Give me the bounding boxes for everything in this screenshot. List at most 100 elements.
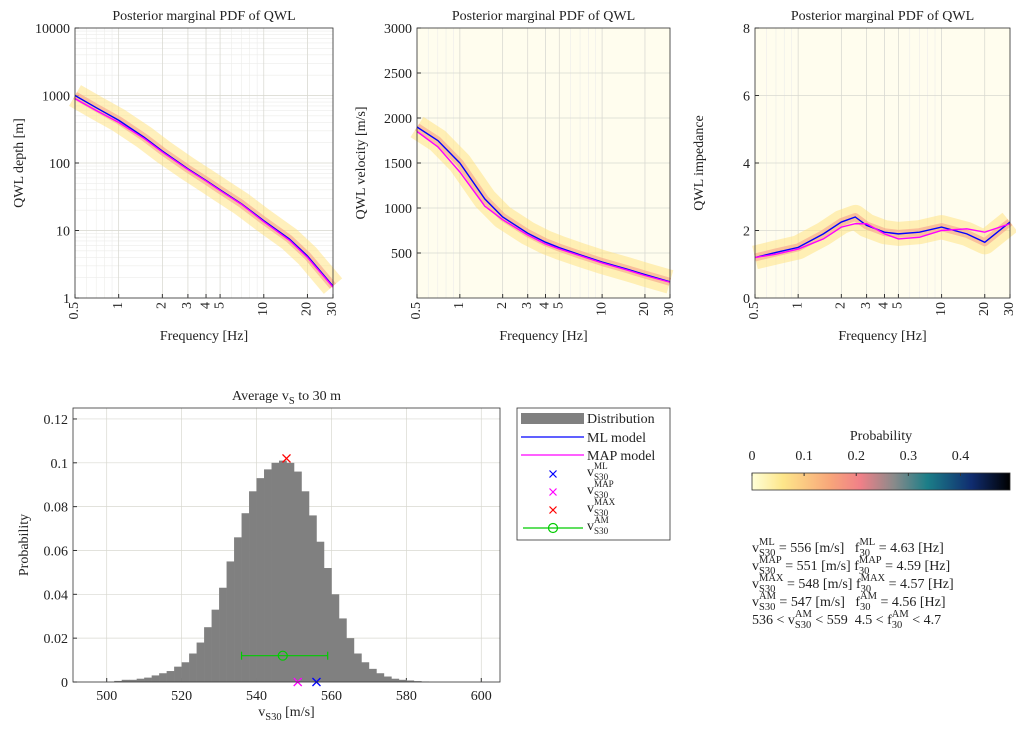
colorbar-tick-label: 0	[749, 449, 756, 464]
text-part: = 4.59 [Hz]	[882, 559, 951, 574]
marker	[277, 650, 288, 661]
y-tick-label: 0.1	[51, 457, 69, 472]
legend-label: vS30MAP	[587, 479, 614, 500]
summary-line: vS30MAX = 548 [m/s] f30MAX = 4.57 [Hz]	[752, 573, 954, 595]
x-tick-label: 0.5	[747, 302, 762, 320]
histogram-bar	[256, 478, 265, 682]
y-tick-label: 100	[49, 157, 70, 172]
legend-label: vS30AM	[587, 515, 609, 536]
y-tick-label: 10000	[35, 22, 70, 37]
y-tick-label: 1	[63, 292, 70, 307]
histogram-bar	[301, 491, 310, 682]
y-tick-label: 0	[743, 292, 750, 307]
subscript: 30	[860, 602, 871, 613]
histogram-bar	[331, 594, 340, 682]
superscript: ML	[759, 537, 775, 548]
text-part: 536 < v	[752, 613, 795, 628]
x-tick-label: 3	[859, 302, 874, 309]
colorbar-tick-label: 0.4	[952, 449, 970, 464]
subscript: S30	[759, 566, 775, 577]
x-tick-label: 10	[934, 302, 949, 316]
x-tick-label: 20	[977, 302, 992, 316]
histogram-bar	[219, 587, 227, 682]
superscript: MAP	[759, 555, 782, 566]
y-tick-label: 0.04	[44, 588, 69, 603]
subscript: S30	[594, 490, 609, 500]
subscript: 30	[892, 620, 903, 631]
text-part: v	[752, 541, 759, 556]
legend-marker	[549, 488, 557, 496]
histogram-bar	[279, 460, 287, 682]
marker-stroke	[282, 453, 291, 463]
superscript: MAX	[861, 573, 886, 584]
summary-line: vS30ML = 556 [m/s] f30ML = 4.63 [Hz]	[752, 537, 944, 559]
text-part: v	[587, 519, 594, 534]
x-tick-label: 2	[834, 302, 849, 309]
legend-marker	[547, 522, 559, 534]
histogram-bar	[189, 653, 197, 682]
summary-line: vS30MAP = 551 [m/s] f30MAP = 4.59 [Hz]	[752, 555, 950, 577]
histogram-bar	[121, 679, 130, 682]
text-part: = 547 [m/s] f	[776, 595, 860, 610]
marker-stroke	[549, 488, 557, 496]
histogram-bar	[361, 662, 370, 682]
histogram-bar	[398, 679, 407, 682]
histogram-bar	[264, 469, 272, 682]
subscript: S30	[594, 472, 609, 482]
x-tick-label: 580	[396, 689, 417, 704]
y-axis-label: QWL depth [m]	[12, 118, 27, 208]
superscript: AM	[759, 591, 777, 602]
y-tick-label: 0.06	[44, 544, 69, 559]
superscript: ML	[594, 461, 608, 471]
legend-label: ML model	[587, 431, 646, 446]
text-part: < 4.7	[909, 613, 941, 628]
legend-label: Distribution	[587, 412, 655, 427]
subscript: S30	[594, 508, 609, 518]
x-tick-label: 520	[171, 689, 192, 704]
x-tick-label: 0.5	[67, 302, 82, 320]
x-tick-label: 4	[538, 302, 553, 309]
histogram-bar	[293, 471, 302, 682]
histogram-bar	[226, 561, 235, 682]
histogram-bar	[308, 515, 317, 682]
x-tick-label: 5	[212, 302, 227, 309]
plot-frame	[72, 407, 501, 683]
histogram-bar	[114, 680, 122, 682]
text-part: v	[587, 483, 594, 498]
superscript: AM	[594, 515, 609, 525]
histogram-bar	[406, 680, 415, 682]
histogram-bar	[271, 462, 280, 682]
histogram-bar	[376, 673, 385, 682]
legend-swatch	[521, 413, 584, 424]
subscript: S30	[759, 548, 775, 559]
x-tick-label: 560	[321, 689, 342, 704]
text-part: v	[752, 595, 759, 610]
text-part: v	[587, 501, 594, 516]
x-tick-label: 2	[155, 302, 170, 309]
subscript: S	[289, 396, 295, 407]
y-tick-label: 0	[61, 676, 68, 691]
text-part: v	[752, 559, 759, 574]
y-tick-label: 8	[743, 22, 750, 37]
x-tick-label: 500	[96, 689, 117, 704]
histogram-bar	[323, 568, 332, 682]
text-part: = 551 [m/s] f	[782, 559, 859, 574]
y-tick-label: 2500	[384, 67, 412, 82]
y-axis-label: Probability	[17, 514, 32, 576]
summary-line: vS30AM = 547 [m/s] f30AM = 4.56 [Hz]	[752, 591, 946, 613]
histogram-bar	[413, 681, 422, 682]
superscript: MAX	[594, 497, 616, 507]
histogram-bar	[286, 462, 295, 682]
y-tick-label: 2000	[384, 112, 412, 127]
x-tick-label: 30	[1002, 302, 1016, 316]
histogram-bar	[353, 653, 362, 682]
text-part: to 30 m	[295, 389, 341, 404]
y-tick-label: 500	[391, 247, 412, 262]
y-tick-label: 1500	[384, 157, 412, 172]
text-part: = 4.56 [Hz]	[877, 595, 946, 610]
subscript: S30	[795, 620, 811, 631]
chart-title: Posterior marginal PDF of QWL	[112, 9, 295, 24]
x-tick-label: 540	[246, 689, 267, 704]
x-tick-label: 4	[877, 302, 892, 309]
y-tick-label: 0.02	[44, 632, 69, 647]
